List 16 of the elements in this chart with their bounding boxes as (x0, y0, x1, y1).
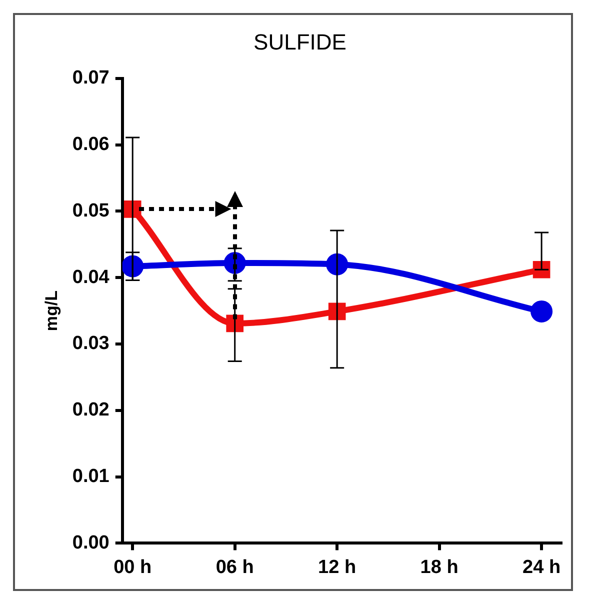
y-axis-title: mg/L (42, 290, 61, 332)
y-tick-label: 0.00 (72, 532, 110, 554)
y-tick-label: 0.05 (72, 200, 110, 222)
y-tick-label: 0.04 (72, 266, 110, 288)
x-tick-label: 00 h (114, 556, 152, 578)
chart-title: SULFIDE (254, 29, 346, 54)
point (530, 300, 553, 322)
x-tick-label: 06 h (216, 556, 254, 578)
y-tick-label: 0.06 (72, 134, 110, 156)
x-tick-label: 12 h (318, 556, 356, 578)
y-tick-label: 0.02 (72, 400, 110, 421)
x-tick-label: 18 h (420, 556, 458, 578)
y-tick-label: 0.03 (72, 333, 110, 354)
y-tick-label: 0.07 (72, 68, 110, 89)
x-tick-label: 24 h (522, 556, 561, 578)
y-tick-label: 0.01 (72, 466, 110, 488)
